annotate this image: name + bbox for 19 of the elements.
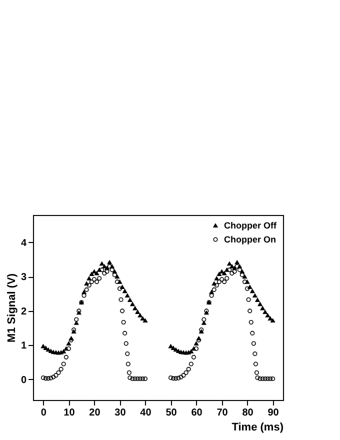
x-tick-label: 50 xyxy=(166,408,178,418)
x-tick-label: 20 xyxy=(89,408,101,418)
y-tick-label: 1 xyxy=(20,340,27,352)
x-axis-title: Time (ms) xyxy=(232,422,284,434)
x-tick-label: 70 xyxy=(216,408,228,418)
y-tick-label: 3 xyxy=(20,272,27,284)
y-tick-label: 2 xyxy=(20,306,27,318)
y-axis-title: M1 Signal (V) xyxy=(6,273,18,343)
x-tick-label: 60 xyxy=(191,408,203,418)
x-tick-label: 40 xyxy=(140,408,152,418)
x-tick-label: 10 xyxy=(64,408,76,418)
x-tick-label: 30 xyxy=(114,408,126,418)
x-tick-label: 90 xyxy=(268,408,280,418)
x-tick-label: 0 xyxy=(40,408,47,418)
y-tick-label: 0 xyxy=(20,374,27,386)
legend-label: Chopper On xyxy=(224,234,276,244)
y-tick-label: 4 xyxy=(20,238,27,249)
x-tick-label: 80 xyxy=(242,408,254,418)
legend-label: Chopper Off xyxy=(224,220,278,230)
